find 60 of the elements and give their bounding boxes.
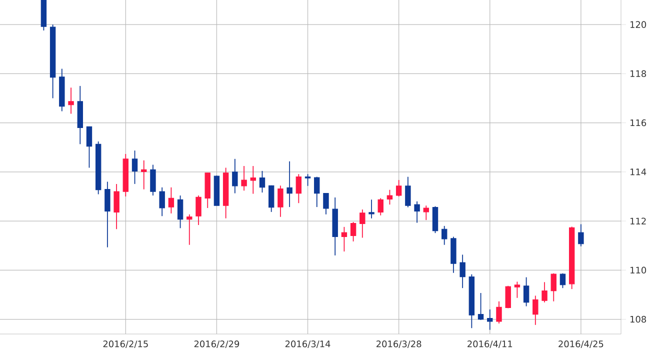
candlestick (177, 195, 184, 229)
candlestick (442, 225, 448, 246)
candlestick (350, 222, 356, 242)
candlestick (268, 184, 274, 212)
candlestick (286, 160, 292, 208)
candlestick (132, 150, 138, 184)
y-tick-label: 118 (630, 70, 646, 78)
candlestick (523, 276, 530, 307)
candlestick (296, 174, 302, 204)
candlestick (368, 199, 374, 219)
candlestick (496, 300, 502, 324)
candlestick (460, 254, 466, 289)
candlestick (560, 272, 566, 289)
x-tick-label: 2016/2/15 (103, 340, 148, 348)
x-tick-label: 2016/4/11 (468, 340, 512, 348)
candlestick (86, 126, 92, 168)
candlestick (405, 176, 411, 208)
candlestick (542, 282, 548, 303)
candlestick (414, 200, 420, 224)
candlestick (304, 174, 311, 186)
candlestick (396, 180, 402, 197)
candlestick (250, 166, 256, 194)
candlestick (423, 205, 429, 220)
candlestick (186, 214, 192, 246)
y-tick-label: 114 (630, 168, 646, 176)
candlestick (432, 206, 438, 234)
candlestick (141, 160, 147, 190)
candlestick (478, 292, 484, 320)
x-tick-label: 2016/4/25 (558, 340, 604, 348)
candlestick (578, 224, 584, 247)
candlestick (114, 183, 120, 230)
candlestick (378, 198, 384, 216)
candlestick (278, 185, 284, 218)
candlestick (159, 186, 165, 217)
candlestick (532, 295, 538, 326)
candlestick (150, 164, 156, 196)
candlestick (314, 176, 320, 208)
candlestick (241, 166, 247, 192)
y-tick-label: 116 (630, 119, 646, 126)
candlestick (487, 308, 493, 330)
candlestick (168, 186, 174, 214)
x-tick-label: 2016/3/14 (285, 340, 330, 348)
candlestick (68, 87, 74, 114)
y-tick-label: 108 (630, 316, 646, 323)
candlestick (232, 158, 238, 194)
candlestick (550, 272, 556, 302)
candlestick (104, 181, 110, 248)
candlestick (505, 285, 511, 309)
candlestick (259, 170, 266, 193)
y-tick-label: 120 (630, 21, 646, 28)
candlestick (196, 195, 202, 226)
y-tick-label: 110 (630, 266, 646, 274)
x-tick-label: 2016/3/28 (376, 340, 422, 348)
y-tick-label: 112 (630, 218, 646, 224)
candlestick (514, 281, 520, 298)
candlestick (323, 192, 329, 215)
candlestick (341, 226, 348, 252)
candlestick (360, 209, 366, 238)
x-tick-label: 2016/2/29 (194, 340, 240, 348)
candlestick (386, 189, 393, 206)
